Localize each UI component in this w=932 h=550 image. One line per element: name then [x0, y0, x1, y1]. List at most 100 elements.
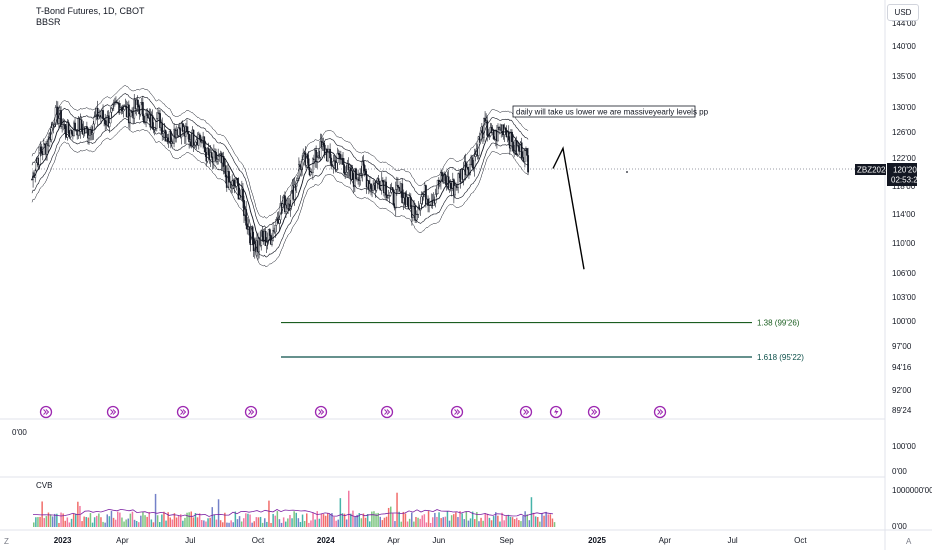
volume-bar [415, 516, 417, 527]
volume-bar [93, 517, 96, 527]
candle-body [457, 173, 460, 188]
candle-body [146, 113, 149, 117]
candle-body [398, 186, 400, 189]
volume-bar [385, 516, 388, 527]
candle-body [466, 166, 469, 170]
candle-body [370, 183, 372, 189]
volume-bar [184, 517, 186, 527]
forward-arrow-icon[interactable] [450, 405, 464, 419]
volume-bar [45, 516, 48, 527]
candle-body [137, 104, 140, 108]
volume-bar [453, 514, 455, 527]
forward-arrow-icon[interactable] [39, 405, 53, 419]
volume-bar [375, 513, 377, 527]
forward-arrow-icon[interactable] [106, 405, 120, 419]
volume-bar [203, 520, 205, 527]
volume-indicator-label[interactable]: CVB [36, 481, 53, 490]
volume-bar [295, 512, 297, 527]
candle-body [486, 120, 489, 136]
volume-bar [117, 511, 119, 527]
volume-bar [236, 519, 239, 527]
volume-bar [219, 520, 222, 527]
forward-arrow-icon[interactable] [176, 405, 190, 419]
volume-bar [444, 516, 447, 527]
volume-bar [133, 519, 136, 527]
projection-line[interactable] [552, 146, 585, 270]
volume-bar [505, 515, 507, 527]
candle-body [116, 101, 118, 103]
candle-body [108, 122, 111, 127]
candle-body [264, 231, 267, 246]
candle-body [218, 154, 221, 156]
volume-bar [369, 521, 371, 527]
volume-bar [320, 513, 323, 527]
volume-bar [501, 512, 503, 527]
volume-bar [66, 517, 69, 527]
candle-body [385, 181, 387, 196]
volume-bar [215, 519, 218, 527]
forward-arrow-icon[interactable] [519, 405, 533, 419]
a-icon[interactable]: A [906, 537, 912, 546]
volume-bar [96, 515, 98, 527]
candle-body [210, 152, 213, 158]
volume-bar [503, 520, 505, 527]
volume-bar [243, 518, 245, 527]
volume-bar [51, 516, 54, 527]
candle-body [164, 130, 167, 142]
forward-arrow-icon[interactable] [314, 405, 328, 419]
lightning-icon[interactable] [549, 405, 563, 419]
candle-body [58, 118, 60, 124]
candle-body [187, 131, 189, 135]
symbol-title[interactable]: T-Bond Futures, 1D, CBOT [36, 6, 145, 16]
currency-button[interactable]: USD [887, 4, 919, 21]
lower-axis-bottom: 0'00 [892, 467, 907, 476]
volume-bar [249, 514, 251, 527]
band-line [31, 118, 529, 258]
volume-bar [432, 517, 434, 527]
candle-body [381, 180, 384, 183]
volume-bar [106, 514, 108, 527]
candle-body [56, 106, 59, 124]
volume-bar [39, 516, 41, 527]
volume-bar [285, 521, 287, 527]
z-icon[interactable]: Z [4, 537, 9, 546]
price-axis-label: 110'00 [892, 239, 916, 248]
volume-bar [87, 517, 90, 527]
volume-bar [438, 512, 440, 527]
forward-arrow-icon[interactable] [380, 405, 394, 419]
indicator-label[interactable]: BBSR [36, 17, 61, 27]
candle-body [139, 102, 142, 115]
candle-body [40, 150, 43, 154]
candle-body [278, 219, 281, 224]
time-axis[interactable]: 2023 Apr Jul Oct 2024 Apr Jun Sep 2025 Apr Jul Oct [54, 536, 808, 545]
candle-body [412, 206, 414, 218]
volume-bar [35, 517, 37, 527]
volume-bar [274, 515, 276, 527]
candle-body [38, 146, 41, 165]
price-tag-price: 120'20 [893, 166, 917, 175]
volume-bar [234, 511, 237, 527]
volume-bar [526, 514, 528, 527]
candle-body [107, 115, 110, 127]
price-axis[interactable]: 144'00 140'00 135'00 130'00 126'00 122'00 118'… [892, 19, 916, 415]
volume-bar [165, 520, 167, 527]
volume-bar [129, 513, 132, 527]
volume-bar [156, 515, 159, 527]
candle-body [389, 192, 392, 196]
forward-arrow-icon[interactable] [653, 405, 667, 419]
forward-arrow-icon[interactable] [244, 405, 258, 419]
forward-arrow-icon[interactable] [587, 405, 601, 419]
volume-bar [314, 519, 316, 527]
candle-body [332, 161, 335, 166]
volume-bar [251, 522, 253, 527]
volume-bar [293, 511, 295, 527]
volume-bar [396, 492, 398, 527]
volume-bar [85, 517, 87, 527]
volume-bar [513, 519, 516, 527]
text-annotation[interactable]: daily will take us lower we are massivey… [512, 105, 709, 118]
candle-body [375, 181, 378, 191]
time-axis-label: Jul [185, 536, 195, 545]
volume-bar [400, 521, 402, 527]
candle-body [97, 116, 100, 120]
